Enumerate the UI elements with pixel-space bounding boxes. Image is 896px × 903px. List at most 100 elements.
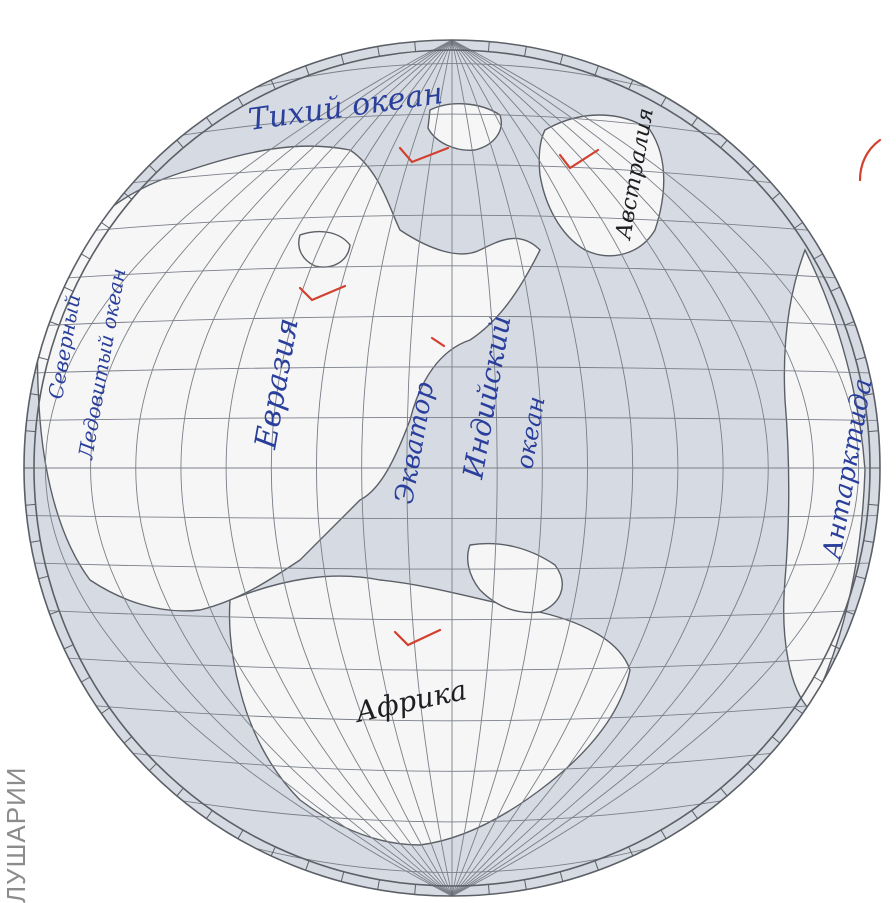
antarctica-landmass [783, 248, 866, 712]
rim-tick [377, 879, 380, 890]
parallel-line [68, 265, 836, 279]
rim-tick [844, 321, 855, 326]
rim-tick [794, 222, 803, 229]
rim-tick [123, 736, 133, 744]
rim-tick [844, 610, 855, 615]
rim-tick [691, 117, 698, 126]
rim-tick [206, 117, 213, 126]
eurasia-landmass [36, 145, 541, 612]
rim-tick [771, 192, 781, 200]
rim-tick [660, 97, 667, 107]
rim-tick [594, 65, 599, 76]
rim-tick [30, 540, 41, 543]
rim-tick [747, 763, 755, 771]
rim-tick [628, 846, 634, 857]
rim-tick [270, 846, 276, 857]
map-border [23, 39, 881, 897]
parallel-line [255, 63, 649, 88]
parallel-line [34, 366, 870, 374]
rim-tick [49, 610, 60, 615]
africa-landmass [228, 575, 631, 846]
red-check-mark [430, 336, 446, 348]
rim-tick [49, 321, 60, 326]
rim-tick [38, 575, 49, 580]
rim-tick [771, 736, 781, 744]
parallel-line [26, 515, 878, 520]
red-check-mark [558, 148, 600, 170]
rim-tick [691, 810, 698, 819]
rim-tick [863, 393, 874, 396]
island-group [427, 102, 502, 151]
rim-tick [63, 286, 74, 292]
rim-tick [524, 879, 527, 890]
rim-tick [660, 829, 667, 839]
rim-tick [340, 871, 345, 882]
rim-tick [813, 676, 823, 683]
rim-tick [377, 46, 380, 57]
rim-tick [794, 707, 803, 714]
rim-tick [594, 860, 599, 871]
rim-tick [101, 707, 110, 714]
parallel-line [68, 657, 836, 671]
rim-tick [63, 644, 74, 650]
rim-tick [340, 54, 345, 65]
rim-tick [559, 871, 564, 882]
rim-tick [868, 430, 879, 433]
rim-tick [176, 787, 184, 797]
parallel-line [48, 610, 856, 621]
rim-tick [747, 165, 755, 173]
parallel-line [48, 315, 856, 326]
parallel-line [26, 416, 878, 421]
rim-tick [414, 884, 417, 895]
land-layer [36, 102, 866, 846]
rim-tick [206, 810, 213, 819]
graticule-grid [24, 40, 880, 896]
rim-tick [414, 41, 417, 52]
parallel-line [132, 164, 772, 184]
rim-tick [149, 763, 157, 771]
parallel-line [255, 848, 649, 873]
rim-tick [524, 46, 527, 57]
rim-tick [305, 65, 310, 76]
rim-tick [830, 644, 841, 650]
rim-tick [237, 829, 244, 839]
parallel-line [132, 752, 772, 772]
rim-tick [25, 430, 36, 433]
rim-tick [868, 503, 879, 506]
rim-tick [270, 79, 276, 90]
rim-tick [30, 393, 41, 396]
parallel-line [96, 705, 808, 722]
arabia-landmass [467, 542, 563, 614]
red-pencil-marks [298, 138, 882, 647]
rim-tick [25, 503, 36, 506]
rim-tick [176, 139, 184, 149]
rim-tick [81, 253, 91, 260]
rim-tick [149, 165, 157, 173]
rim-tick [813, 253, 823, 260]
rim-tick [628, 79, 634, 90]
rim-tick [123, 192, 133, 200]
rim-tick [830, 286, 841, 292]
island-group [298, 230, 351, 268]
red-check-mark [398, 146, 450, 164]
red-margin-mark [858, 138, 882, 182]
red-check-mark [393, 628, 442, 647]
parallel-line [182, 800, 722, 823]
rim-tick [855, 575, 866, 580]
rim-tick [487, 884, 490, 895]
rim-tick [855, 356, 866, 361]
rim-tick [720, 787, 728, 797]
rim-tick [863, 540, 874, 543]
rim-tick [81, 676, 91, 683]
rim-tick [305, 860, 310, 871]
page-caption: ЛУШАРИИ [1, 766, 31, 903]
rim-tick [38, 356, 49, 361]
rim-tick [487, 41, 490, 52]
rim-tick [559, 54, 564, 65]
parallel-line [96, 214, 808, 231]
parallel-line [34, 562, 870, 570]
rim-tick [101, 222, 110, 229]
parallel-line [182, 113, 722, 136]
red-check-mark [298, 284, 347, 302]
